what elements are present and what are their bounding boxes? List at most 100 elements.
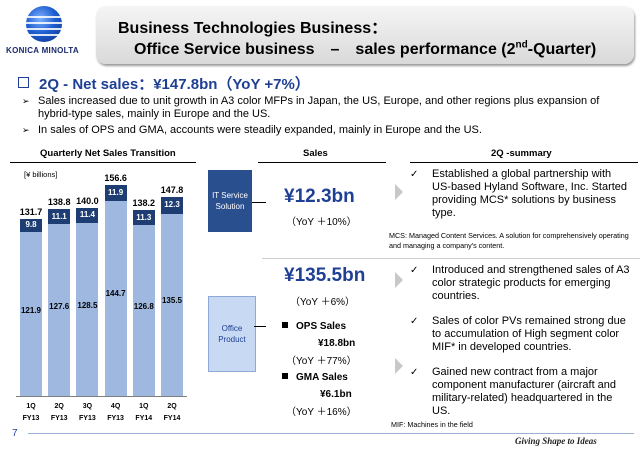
bar-total-label: 156.6: [104, 173, 127, 184]
mcs-note: MCS: Managed Content Services. A solutio…: [389, 231, 629, 250]
summary-item-1-text: Established a global partnership with US…: [432, 168, 628, 219]
x-axis-label: 1Q FY14: [129, 402, 159, 423]
x-axis-label: 2Q FY13: [44, 402, 74, 423]
bar-office-product: [20, 231, 42, 396]
summary-item-4-text: Gained new contract from a major compone…: [432, 366, 617, 417]
bar-office-product-label: 135.5: [161, 295, 183, 305]
bar-office-product: [48, 224, 71, 396]
it-service-segment-label: IT Service Solution: [212, 191, 248, 211]
it-sales-amount: ¥12.3bn: [284, 186, 355, 207]
bar-office-product-label: 128.5: [77, 300, 98, 310]
bar-total-label: 138.8: [47, 197, 71, 208]
check-icon: ✓: [410, 367, 419, 378]
x-axis-quarter: 3Q: [82, 403, 93, 410]
gma-sales-label-text: GMA Sales: [296, 372, 348, 383]
check-icon: ✓: [410, 316, 419, 327]
summary-item-1: ✓ Established a global partnership with …: [410, 168, 636, 224]
x-axis-label: 2Q FY14: [157, 402, 187, 423]
mif-note: MIF: Machines in the field: [391, 420, 473, 429]
bullet-2: ➢ In sales of OPS and GMA, accounts were…: [22, 124, 632, 138]
title-line-1: Business Technologies Business：: [118, 20, 388, 37]
office-product-segment-box: Office Product: [208, 296, 256, 372]
chart-section-label: Quarterly Net Sales Transition: [40, 148, 176, 159]
ops-sales-label-text: OPS Sales: [296, 321, 347, 332]
page-number: 7: [12, 428, 18, 439]
bar-it-service-label: 9.8: [25, 220, 37, 230]
stacked-bar-chart: 121.9 9.8 131.7 1Q FY13 127.6 11.1 138.8 2Q FY13 1…: [0, 0, 200, 430]
bullet-2-text: In sales of OPS and GMA, accounts were s…: [38, 124, 482, 136]
title-line-2-post: -Quarter): [527, 41, 597, 58]
x-axis-fiscal-year: FY13: [107, 415, 124, 422]
chart-units: [¥ billions]: [24, 170, 58, 179]
x-axis-quarter: 2Q: [54, 403, 64, 410]
it-service-segment-box: IT Service Solution: [208, 170, 252, 232]
gma-sales-yoy: （YoY ＋16%）: [286, 407, 357, 418]
summary-item-3: ✓ Sales of color PVs remained strong due…: [410, 315, 636, 357]
bar-it-service: [48, 209, 71, 225]
segment-divider: [262, 258, 640, 259]
ops-sales-yoy: （YoY ＋77%）: [286, 356, 357, 367]
office-sales-amount: ¥135.5bn: [284, 265, 366, 286]
summary-item-2: ✓ Introduced and strengthened sales of A…: [410, 264, 636, 306]
bar-office-product: [76, 223, 99, 396]
x-axis-quarter: 4Q: [110, 403, 121, 410]
x-axis-quarter: 1Q: [139, 403, 149, 410]
ops-sales-label: OPS Sales: [282, 321, 346, 332]
summary-section-label: 2Q -summary: [491, 148, 552, 159]
x-axis-label: 3Q FY13: [72, 402, 102, 423]
sales-section-label: Sales: [303, 148, 328, 159]
gma-sales-label: GMA Sales: [282, 372, 348, 383]
summary-section-rule: [410, 162, 638, 163]
summary-item-3-text: Sales of color PVs remained strong due t…: [432, 315, 626, 353]
bar-office-product: [104, 201, 127, 396]
x-axis-fiscal-year: FY14: [135, 415, 153, 422]
bar-it-service-label: 11.3: [136, 212, 152, 222]
logo-text: KONICA MINOLTA: [6, 46, 79, 55]
chevron-right-icon: [395, 272, 403, 288]
title-line-2-sup: nd: [515, 39, 528, 51]
office-product-segment-label: Office Product: [218, 324, 246, 344]
summary-item-2-text: Introduced and strengthened sales of A3 …: [432, 264, 630, 302]
bar-office-product: [161, 213, 183, 396]
bar-it-service-label: 12.3: [164, 200, 180, 210]
tagline: Giving Shape to Ideas: [515, 436, 597, 446]
square-bullet-icon: [282, 322, 288, 328]
bar-office-product-label: 144.7: [105, 288, 126, 298]
globe-logo-icon: [26, 6, 62, 42]
title-line-2-pre: Office Service business – sales performa…: [134, 41, 516, 58]
x-axis-label: 4Q FY13: [101, 402, 131, 423]
x-axis-fiscal-year: FY14: [163, 415, 181, 422]
bar-it-service: [76, 207, 99, 224]
bar-it-service: [161, 197, 183, 214]
it-sales-yoy: （YoY ＋10%）: [286, 217, 357, 228]
bar-office-product-label: 127.6: [49, 301, 70, 311]
bar-it-service: [20, 218, 42, 232]
check-icon: ✓: [410, 265, 419, 276]
chevron-right-icon: [395, 358, 403, 374]
x-axis-quarter: 1Q: [26, 403, 36, 410]
x-axis-fiscal-year: FY13: [22, 415, 40, 422]
bar-total-label: 147.8: [160, 185, 184, 196]
x-axis-label: 1Q FY13: [16, 402, 46, 423]
headline: 2Q - Net sales：¥147.8bn（YoY +7%）: [18, 73, 310, 94]
it-callout-line: [252, 202, 266, 203]
bar-it-service: [104, 185, 127, 202]
check-icon: ✓: [410, 169, 419, 180]
bar-it-service-label: 11.4: [79, 210, 95, 220]
square-bullet-icon: [282, 373, 288, 379]
headline-text: 2Q - Net sales：¥147.8bn（YoY +7%）: [39, 76, 310, 93]
bullet-1-text: Sales increased due to unit growth in A3…: [38, 95, 600, 120]
arrow-bullet-icon: ➢: [22, 96, 30, 106]
title-line-2: Office Service business – sales performa…: [134, 35, 596, 59]
ops-sales-amount: ¥18.8bn: [318, 338, 356, 349]
logo: KONICA MINOLTA: [0, 0, 92, 62]
footer-line: [28, 433, 634, 434]
x-axis-fiscal-year: FY13: [79, 415, 96, 422]
office-sales-yoy: （YoY ＋6%）: [290, 297, 356, 308]
bar-it-service: [132, 210, 155, 226]
bar-office-product-label: 126.8: [133, 302, 154, 312]
square-outline-icon: [18, 77, 29, 88]
chart-section-rule: [10, 162, 196, 163]
sales-section-rule: [258, 162, 386, 163]
